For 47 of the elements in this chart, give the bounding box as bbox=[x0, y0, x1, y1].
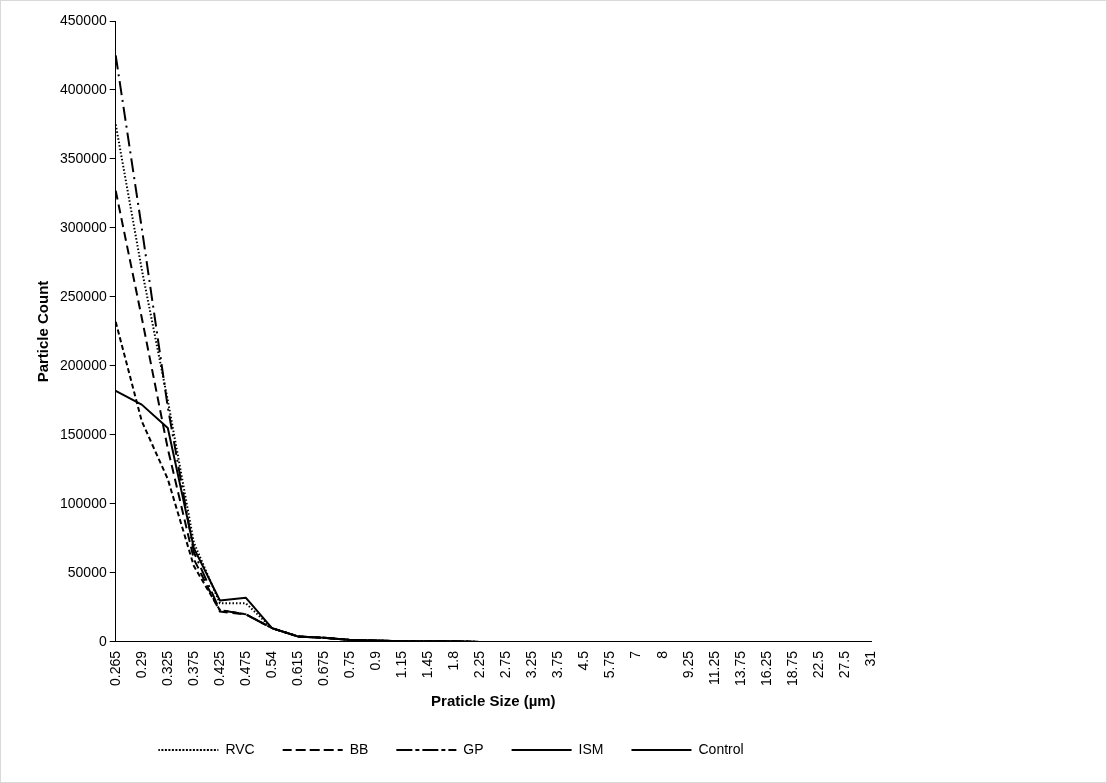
x-tick-label: 8 bbox=[653, 650, 670, 659]
y-tick-label: 150000 bbox=[60, 425, 107, 442]
x-tick-label: 0.265 bbox=[106, 650, 123, 687]
x-tick-label: 2.75 bbox=[497, 650, 514, 679]
x-axis-title: Praticle Size (µm) bbox=[431, 692, 556, 710]
legend-label: RVC bbox=[225, 740, 255, 757]
x-tick-label: 0.325 bbox=[158, 650, 175, 687]
x-tick-label: 0.425 bbox=[210, 650, 227, 687]
x-tick-label: 13.75 bbox=[731, 650, 748, 687]
y-tick-label: 0 bbox=[98, 632, 107, 649]
x-tick-label: 0.29 bbox=[132, 650, 149, 679]
y-tick-label: 300000 bbox=[60, 218, 107, 235]
legend-label: BB bbox=[349, 740, 369, 757]
x-tick-label: 0.475 bbox=[236, 650, 253, 687]
x-tick-label: 0.375 bbox=[184, 650, 201, 687]
legend-label: Control bbox=[698, 740, 744, 757]
x-tick-label: 3.25 bbox=[523, 650, 540, 679]
x-tick-label: 0.675 bbox=[314, 650, 331, 687]
x-tick-label: 31 bbox=[861, 650, 878, 667]
x-tick-label: 7 bbox=[627, 650, 644, 659]
x-tick-label: 3.75 bbox=[549, 650, 566, 679]
x-tick-label: 27.5 bbox=[835, 650, 852, 679]
x-tick-label: 18.75 bbox=[783, 650, 800, 687]
y-tick-label: 350000 bbox=[60, 149, 107, 166]
x-tick-label: 0.75 bbox=[340, 650, 357, 679]
x-tick-label: 11.25 bbox=[705, 650, 722, 685]
y-tick-label: 450000 bbox=[60, 11, 107, 28]
x-tick-label: 1.45 bbox=[419, 650, 436, 679]
y-tick-label: 200000 bbox=[60, 356, 107, 373]
x-tick-label: 22.5 bbox=[809, 650, 826, 679]
legend-label: GP bbox=[463, 740, 484, 757]
y-tick-label: 100000 bbox=[60, 494, 107, 511]
y-axis-title: Particle Count bbox=[34, 280, 52, 383]
x-tick-label: 1.15 bbox=[393, 650, 410, 679]
legend-label: ISM bbox=[578, 740, 604, 757]
x-tick-label: 1.8 bbox=[445, 650, 462, 671]
y-tick-label: 400000 bbox=[60, 80, 107, 97]
x-tick-label: 16.25 bbox=[757, 650, 774, 687]
x-tick-label: 9.25 bbox=[679, 650, 696, 679]
x-tick-label: 4.5 bbox=[575, 650, 592, 671]
x-tick-label: 0.9 bbox=[367, 650, 384, 671]
x-tick-label: 2.25 bbox=[471, 650, 488, 679]
x-tick-label: 0.615 bbox=[288, 650, 305, 687]
x-tick-label: 0.54 bbox=[262, 650, 279, 679]
y-tick-label: 250000 bbox=[60, 287, 107, 304]
x-tick-label: 5.75 bbox=[601, 650, 618, 679]
y-tick-label: 50000 bbox=[67, 563, 107, 580]
